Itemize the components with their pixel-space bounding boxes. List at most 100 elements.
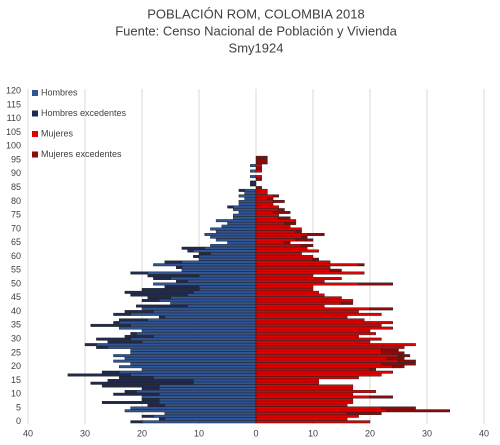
- bar: [238, 199, 257, 203]
- bar: [255, 208, 279, 212]
- bar: [255, 191, 268, 195]
- legend-swatch: [32, 90, 38, 96]
- bar: [187, 304, 257, 308]
- bar: [130, 362, 257, 366]
- bar: [398, 359, 416, 363]
- bar: [278, 208, 285, 212]
- bar: [255, 255, 314, 258]
- bar: [255, 332, 376, 336]
- y-tick-label: 105: [6, 127, 21, 137]
- bar: [255, 395, 371, 399]
- bar: [141, 368, 257, 371]
- bar: [204, 246, 257, 250]
- x-tick-label: 40: [23, 428, 33, 438]
- bar: [181, 260, 257, 264]
- bar: [141, 420, 257, 424]
- bar: [250, 169, 257, 173]
- bar: [255, 310, 359, 314]
- bar: [255, 301, 342, 305]
- bar: [255, 359, 399, 363]
- bar: [124, 310, 154, 314]
- bar: [96, 337, 131, 341]
- bar: [215, 238, 257, 242]
- y-tick-label: 30: [11, 334, 21, 344]
- bar: [113, 359, 257, 363]
- bar: [255, 252, 302, 256]
- bar: [255, 210, 274, 214]
- bar: [255, 205, 279, 209]
- y-tick-label: 40: [11, 306, 21, 316]
- bar: [204, 233, 257, 236]
- x-tick-label: 20: [365, 428, 375, 438]
- bar: [118, 370, 257, 374]
- bar: [118, 326, 257, 330]
- bar: [369, 368, 376, 371]
- bar: [329, 268, 342, 272]
- bar: [255, 199, 274, 203]
- bar: [255, 318, 365, 322]
- bar: [255, 312, 382, 316]
- legend-swatch: [32, 151, 38, 158]
- bar: [398, 354, 411, 358]
- bar: [255, 290, 319, 294]
- bar: [193, 381, 257, 385]
- legend-label: Mujeres: [41, 128, 74, 138]
- bar: [255, 169, 262, 173]
- bar: [250, 164, 257, 168]
- bar: [272, 194, 280, 198]
- bar: [113, 321, 120, 325]
- bar: [255, 268, 331, 272]
- bar: [147, 271, 257, 275]
- bar: [272, 199, 285, 203]
- bar: [386, 409, 451, 413]
- bar: [255, 277, 342, 280]
- bar: [267, 197, 274, 201]
- bar: [255, 326, 394, 330]
- bar: [198, 274, 257, 278]
- bar: [255, 390, 376, 393]
- bar: [124, 409, 257, 413]
- bar: [238, 188, 245, 192]
- bar: [84, 343, 97, 347]
- bar: [170, 296, 257, 300]
- bar: [164, 412, 257, 415]
- bar: [147, 274, 200, 278]
- bar: [141, 414, 154, 418]
- bar: [255, 194, 274, 198]
- bar: [255, 381, 319, 385]
- bar: [255, 177, 262, 181]
- bar: [130, 332, 137, 336]
- bar: [181, 266, 257, 269]
- bar: [255, 398, 354, 402]
- bar: [255, 222, 285, 225]
- bar: [255, 392, 354, 396]
- bar: [255, 161, 268, 165]
- bar: [255, 213, 279, 217]
- bar: [124, 334, 154, 338]
- bar: [255, 164, 262, 168]
- bar: [255, 417, 348, 421]
- bar: [141, 307, 257, 311]
- bar: [118, 376, 154, 380]
- bar: [255, 337, 382, 341]
- bar: [255, 246, 308, 250]
- bar: [301, 235, 308, 239]
- bar: [113, 354, 257, 358]
- y-tick-label: 45: [11, 292, 21, 302]
- bar: [255, 348, 382, 352]
- bar: [255, 263, 359, 267]
- bar: [238, 202, 257, 206]
- bar: [141, 288, 200, 291]
- bar: [227, 205, 234, 209]
- y-tick-label: 110: [7, 113, 21, 123]
- bar: [255, 315, 348, 319]
- bar: [255, 188, 268, 192]
- bar: [369, 395, 393, 399]
- bar: [295, 230, 302, 234]
- bar: [312, 257, 319, 261]
- bar: [198, 257, 257, 261]
- y-tick-label: 15: [11, 375, 21, 385]
- bar: [255, 271, 365, 275]
- bar: [118, 318, 148, 322]
